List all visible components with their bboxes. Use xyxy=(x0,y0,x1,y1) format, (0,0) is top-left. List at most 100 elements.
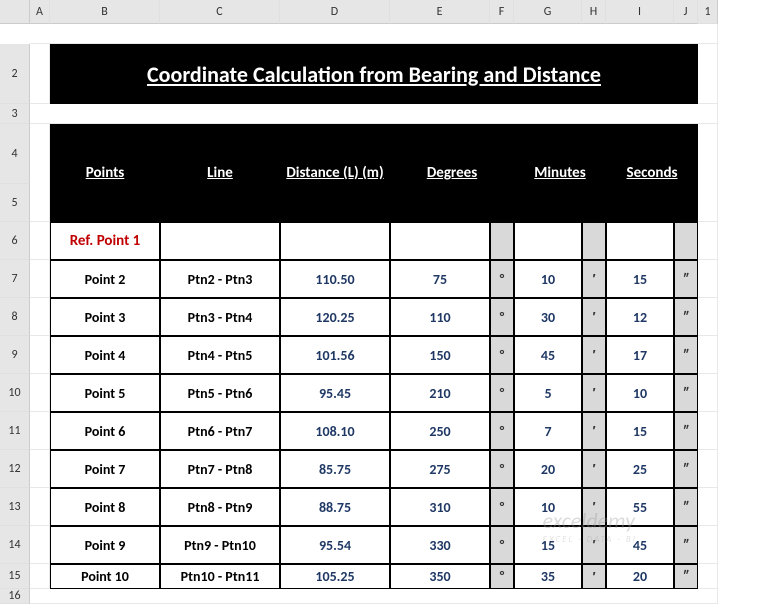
deg-symbol-cell[interactable]: ° xyxy=(490,564,514,589)
minutes-cell[interactable]: 20 xyxy=(514,450,582,488)
header-points[interactable]: Points xyxy=(50,124,160,222)
line-cell[interactable]: Ptn3 - Ptn4 xyxy=(160,298,280,336)
col-header-b[interactable]: B xyxy=(50,0,160,24)
select-all-corner[interactable] xyxy=(0,0,30,24)
cell[interactable] xyxy=(30,44,50,104)
seconds-cell[interactable]: 20 xyxy=(606,564,674,589)
degrees-cell[interactable]: 110 xyxy=(390,298,490,336)
cell[interactable] xyxy=(30,260,50,298)
cell[interactable] xyxy=(582,222,606,260)
min-symbol-cell[interactable]: ′ xyxy=(582,488,606,526)
cell[interactable] xyxy=(490,222,514,260)
col-header-c[interactable]: C xyxy=(160,0,280,24)
min-symbol-cell[interactable]: ′ xyxy=(582,450,606,488)
degrees-cell[interactable]: 150 xyxy=(390,336,490,374)
deg-symbol-cell[interactable]: ° xyxy=(490,374,514,412)
cell[interactable] xyxy=(30,526,50,564)
sec-symbol-cell[interactable]: ″ xyxy=(674,298,698,336)
degrees-cell[interactable]: 250 xyxy=(390,412,490,450)
row-header-16[interactable]: 16 xyxy=(0,589,30,604)
deg-symbol-cell[interactable]: ° xyxy=(490,488,514,526)
degrees-cell[interactable]: 75 xyxy=(390,260,490,298)
point-cell[interactable]: Point 4 xyxy=(50,336,160,374)
line-cell[interactable]: Ptn5 - Ptn6 xyxy=(160,374,280,412)
distance-cell[interactable]: 95.45 xyxy=(280,374,390,412)
cell[interactable] xyxy=(280,222,390,260)
sec-symbol-cell[interactable]: ″ xyxy=(674,526,698,564)
cell[interactable] xyxy=(698,336,718,374)
cell[interactable] xyxy=(30,450,50,488)
seconds-cell[interactable]: 45 xyxy=(606,526,674,564)
cell[interactable] xyxy=(30,488,50,526)
cell[interactable] xyxy=(674,222,698,260)
cell[interactable] xyxy=(698,488,718,526)
min-symbol-cell[interactable]: ′ xyxy=(582,374,606,412)
col-header-d[interactable]: D xyxy=(280,0,390,24)
seconds-cell[interactable]: 55 xyxy=(606,488,674,526)
min-symbol-cell[interactable]: ′ xyxy=(582,298,606,336)
minutes-cell[interactable]: 7 xyxy=(514,412,582,450)
sec-symbol-cell[interactable]: ″ xyxy=(674,564,698,589)
min-symbol-cell[interactable]: ′ xyxy=(582,564,606,589)
point-cell[interactable]: Point 6 xyxy=(50,412,160,450)
point-cell[interactable]: Point 8 xyxy=(50,488,160,526)
cell[interactable] xyxy=(30,104,718,124)
col-header-f[interactable]: F xyxy=(490,0,514,24)
line-cell[interactable]: Ptn10 - Ptn11 xyxy=(160,564,280,589)
col-header-h[interactable]: H xyxy=(582,0,606,24)
distance-cell[interactable]: 95.54 xyxy=(280,526,390,564)
row-header-1[interactable]: 1 xyxy=(698,0,718,24)
col-header-i[interactable]: I xyxy=(606,0,674,24)
line-cell[interactable]: Ptn8 - Ptn9 xyxy=(160,488,280,526)
distance-cell[interactable]: 108.10 xyxy=(280,412,390,450)
seconds-cell[interactable]: 25 xyxy=(606,450,674,488)
point-cell[interactable]: Point 10 xyxy=(50,564,160,589)
seconds-cell[interactable]: 12 xyxy=(606,298,674,336)
distance-cell[interactable]: 105.25 xyxy=(280,564,390,589)
min-symbol-cell[interactable]: ′ xyxy=(582,336,606,374)
seconds-cell[interactable]: 15 xyxy=(606,412,674,450)
sec-symbol-cell[interactable]: ″ xyxy=(674,374,698,412)
point-cell[interactable]: Point 2 xyxy=(50,260,160,298)
cell[interactable] xyxy=(390,222,490,260)
distance-cell[interactable]: 110.50 xyxy=(280,260,390,298)
cell[interactable] xyxy=(698,450,718,488)
cell[interactable] xyxy=(30,374,50,412)
min-symbol-cell[interactable]: ′ xyxy=(582,260,606,298)
line-cell[interactable]: Ptn6 - Ptn7 xyxy=(160,412,280,450)
cell[interactable] xyxy=(160,222,280,260)
spreadsheet-grid[interactable]: A B C D E F G H I J 1 2 Coordinate Calcu… xyxy=(0,0,767,604)
row-header-7[interactable]: 7 xyxy=(0,260,30,298)
cell[interactable] xyxy=(698,564,718,589)
distance-cell[interactable]: 85.75 xyxy=(280,450,390,488)
sec-symbol-cell[interactable]: ″ xyxy=(674,260,698,298)
cell[interactable] xyxy=(698,298,718,336)
title-cell[interactable]: Coordinate Calculation from Bearing and … xyxy=(50,44,698,104)
line-cell[interactable]: Ptn2 - Ptn3 xyxy=(160,260,280,298)
degrees-cell[interactable]: 210 xyxy=(390,374,490,412)
cell[interactable] xyxy=(698,412,718,450)
sec-symbol-cell[interactable]: ″ xyxy=(674,450,698,488)
row-header-6[interactable]: 6 xyxy=(0,222,30,260)
row-header-2[interactable]: 2 xyxy=(0,44,30,104)
cell[interactable] xyxy=(514,222,582,260)
cell[interactable] xyxy=(30,412,50,450)
header-seconds[interactable]: Seconds xyxy=(606,124,698,222)
seconds-cell[interactable]: 17 xyxy=(606,336,674,374)
col-header-j[interactable]: J xyxy=(674,0,698,24)
header-distance[interactable]: Distance (L) (m) xyxy=(280,124,390,222)
min-symbol-cell[interactable]: ′ xyxy=(582,526,606,564)
cell[interactable] xyxy=(698,222,718,260)
seconds-cell[interactable]: 15 xyxy=(606,260,674,298)
cell[interactable] xyxy=(698,526,718,564)
sec-symbol-cell[interactable]: ″ xyxy=(674,412,698,450)
sec-symbol-cell[interactable]: ″ xyxy=(674,336,698,374)
distance-cell[interactable]: 88.75 xyxy=(280,488,390,526)
col-header-g[interactable]: G xyxy=(514,0,582,24)
minutes-cell[interactable]: 5 xyxy=(514,374,582,412)
ref-point-cell[interactable]: Ref. Point 1 xyxy=(50,222,160,260)
cell[interactable] xyxy=(606,222,674,260)
cell[interactable] xyxy=(30,24,718,44)
deg-symbol-cell[interactable]: ° xyxy=(490,526,514,564)
minutes-cell[interactable]: 35 xyxy=(514,564,582,589)
